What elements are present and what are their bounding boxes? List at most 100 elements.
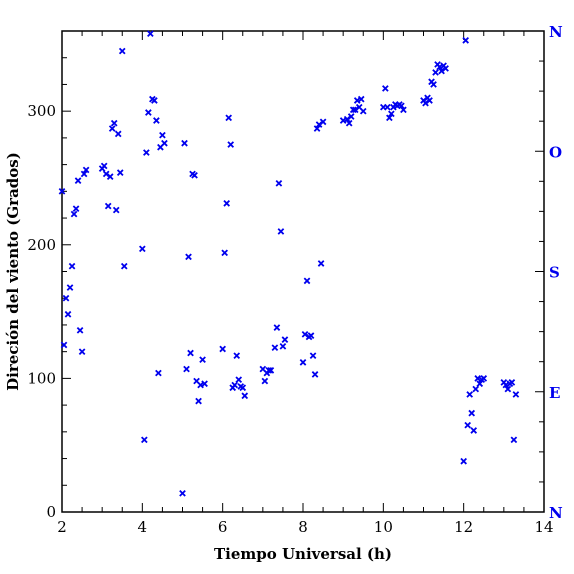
data-point <box>504 385 512 393</box>
data-point <box>120 262 128 270</box>
data-point <box>225 114 233 122</box>
compass-label: S <box>549 264 560 282</box>
data-point <box>464 421 472 429</box>
x-tick-label: 2 <box>57 518 67 536</box>
data-point <box>480 375 488 382</box>
data-point <box>384 103 391 111</box>
data-point <box>508 379 516 386</box>
data-point <box>351 106 359 114</box>
data-point <box>317 260 325 267</box>
data-point <box>303 277 311 285</box>
plot-frame <box>61 30 545 513</box>
data-point <box>179 489 186 497</box>
data-point <box>386 114 393 122</box>
data-point <box>60 341 68 349</box>
data-point <box>106 173 114 180</box>
compass-label: E <box>549 384 560 402</box>
data-point <box>143 149 150 156</box>
data-point <box>510 436 518 444</box>
data-point <box>151 97 158 104</box>
data-point <box>265 367 273 374</box>
data-points <box>58 30 520 497</box>
data-point <box>307 332 315 339</box>
data-point <box>277 228 285 235</box>
plot-border <box>61 30 545 513</box>
y-tick-label: 100 <box>27 369 56 387</box>
data-point <box>462 37 470 44</box>
data-point <box>72 205 80 213</box>
compass-label: O <box>549 143 562 161</box>
data-point <box>231 381 239 389</box>
data-point <box>279 342 287 350</box>
data-point <box>472 385 480 393</box>
data-point <box>118 47 126 55</box>
data-point <box>191 171 198 179</box>
data-point <box>116 169 124 176</box>
data-point <box>58 187 66 195</box>
data-point <box>76 326 84 334</box>
data-point <box>161 139 168 147</box>
data-point <box>219 345 227 353</box>
compass-label: N <box>549 504 563 522</box>
data-point <box>349 106 357 114</box>
x-tick-label: 8 <box>298 518 308 536</box>
data-point <box>345 119 353 127</box>
x-tick-label: 6 <box>218 518 228 536</box>
data-point <box>299 359 307 366</box>
data-point <box>112 206 120 214</box>
data-point <box>438 67 445 75</box>
data-point <box>426 97 433 104</box>
data-point <box>347 113 355 120</box>
data-point <box>273 324 281 331</box>
x-axis-title: Tiempo Universal (h) <box>214 545 392 563</box>
data-point <box>422 99 429 107</box>
data-point <box>275 179 283 187</box>
data-point <box>235 376 243 384</box>
data-point <box>138 245 146 253</box>
data-point <box>74 177 82 184</box>
data-point <box>400 106 407 114</box>
data-point <box>183 365 190 373</box>
data-point <box>64 310 72 318</box>
data-point <box>159 131 166 139</box>
data-point <box>512 391 520 398</box>
data-point <box>66 284 74 291</box>
y-axis-title: Direción del viento (Grados) <box>4 152 22 391</box>
data-point <box>466 391 474 398</box>
x-tick-label: 4 <box>138 518 148 536</box>
data-point <box>388 110 395 118</box>
data-point <box>315 121 323 128</box>
data-point <box>199 356 206 364</box>
data-point <box>145 109 152 116</box>
data-point <box>233 352 241 360</box>
data-point <box>223 200 231 207</box>
data-point <box>80 170 88 178</box>
data-point <box>442 65 449 72</box>
data-point <box>476 380 484 388</box>
data-point <box>147 30 154 38</box>
x-tick-label: 10 <box>374 518 393 536</box>
data-point <box>62 294 70 302</box>
data-point <box>241 392 249 400</box>
data-point <box>267 367 275 374</box>
data-point <box>114 130 122 138</box>
data-point <box>100 162 108 170</box>
data-point <box>309 352 317 360</box>
data-point <box>271 344 279 351</box>
data-point <box>181 139 188 147</box>
data-point <box>110 119 118 127</box>
data-point <box>68 262 76 270</box>
data-point <box>319 118 327 126</box>
data-point <box>221 249 229 257</box>
data-point <box>301 330 309 338</box>
y-tick-label: 300 <box>27 102 56 120</box>
data-point <box>311 371 319 378</box>
data-point <box>359 107 367 115</box>
data-point <box>281 336 289 343</box>
data-point <box>82 166 90 174</box>
data-point <box>102 170 110 178</box>
data-point <box>195 397 202 405</box>
data-point <box>78 348 86 356</box>
compass-label: N <box>549 23 563 41</box>
